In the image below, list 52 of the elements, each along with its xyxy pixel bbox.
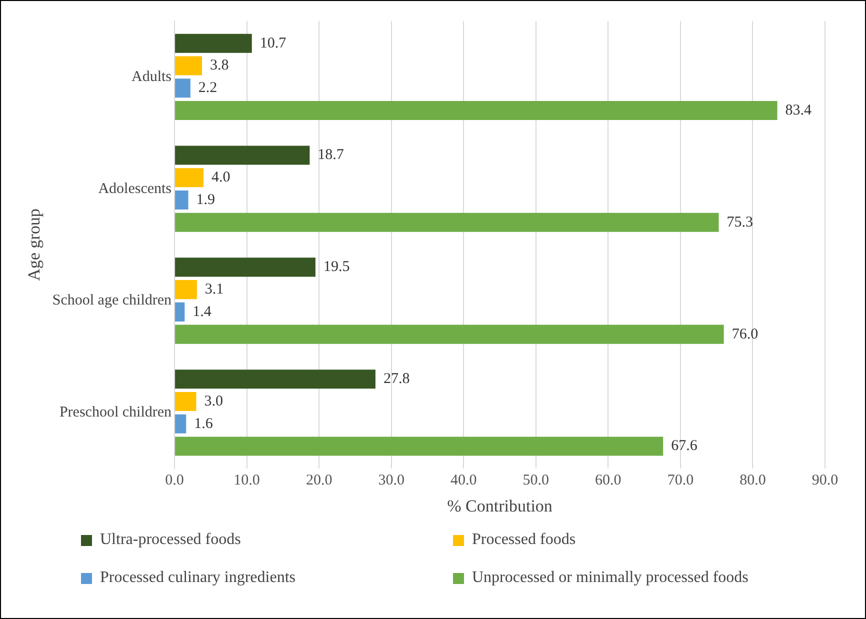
x-tick-label: 80.0 [740, 472, 766, 489]
bar [175, 370, 376, 389]
bar [175, 414, 186, 434]
bar [175, 324, 724, 344]
data-label: 10.7 [260, 35, 287, 52]
data-label: 1.4 [192, 304, 212, 320]
data-label: 3.8 [210, 58, 229, 74]
bar [175, 56, 202, 76]
y-tick-label: Preschool children [59, 404, 172, 421]
data-label: 3.0 [204, 393, 223, 410]
x-tick-label: 10.0 [234, 472, 260, 489]
data-label: 75.3 [726, 214, 754, 230]
bar [175, 392, 196, 411]
data-label: 3.1 [204, 281, 224, 298]
bar [175, 78, 190, 98]
bar [175, 146, 310, 165]
bar [175, 101, 778, 120]
legend-label: Processed foods [472, 531, 576, 549]
bar [175, 168, 204, 188]
x-tick-label: 90.0 [812, 472, 838, 489]
x-tick-label: 70.0 [667, 472, 694, 489]
legend-label: Processed culinary ingredients [100, 569, 296, 587]
data-label: 2.2 [198, 80, 218, 96]
bar [175, 212, 719, 232]
y-tick-label: Adults [132, 68, 172, 85]
legend-label: Ultra-processed foods [100, 531, 241, 549]
data-label: 1.6 [194, 416, 214, 432]
x-axis-title: % Contribution [447, 496, 553, 516]
bar [175, 280, 197, 300]
x-tick-label: 0.0 [165, 472, 184, 489]
x-tick-label: 50.0 [522, 472, 550, 489]
data-label: 4.0 [211, 170, 230, 186]
data-label: 19.5 [323, 259, 350, 276]
y-tick-label: School age children [52, 292, 172, 309]
x-tick-label: 20.0 [306, 472, 332, 489]
y-axis-title: Age group [24, 208, 44, 281]
bar [175, 258, 316, 277]
legend-label: Unprocessed or minimally processed foods [472, 569, 748, 587]
bar [175, 190, 188, 210]
data-label: 27.8 [383, 371, 410, 388]
data-label: 83.4 [785, 102, 812, 118]
data-label: 18.7 [318, 147, 344, 164]
y-tick-label: Adolescents [98, 180, 172, 197]
data-label: 76.0 [732, 326, 758, 342]
x-tick-label: 40.0 [450, 472, 477, 489]
x-tick-label: 60.0 [595, 472, 622, 489]
data-label: 1.9 [196, 192, 216, 208]
bar [175, 34, 252, 53]
x-tick-label: 30.0 [378, 472, 404, 489]
bar [175, 302, 185, 322]
data-label: 67.6 [671, 438, 698, 454]
bar [175, 436, 664, 456]
